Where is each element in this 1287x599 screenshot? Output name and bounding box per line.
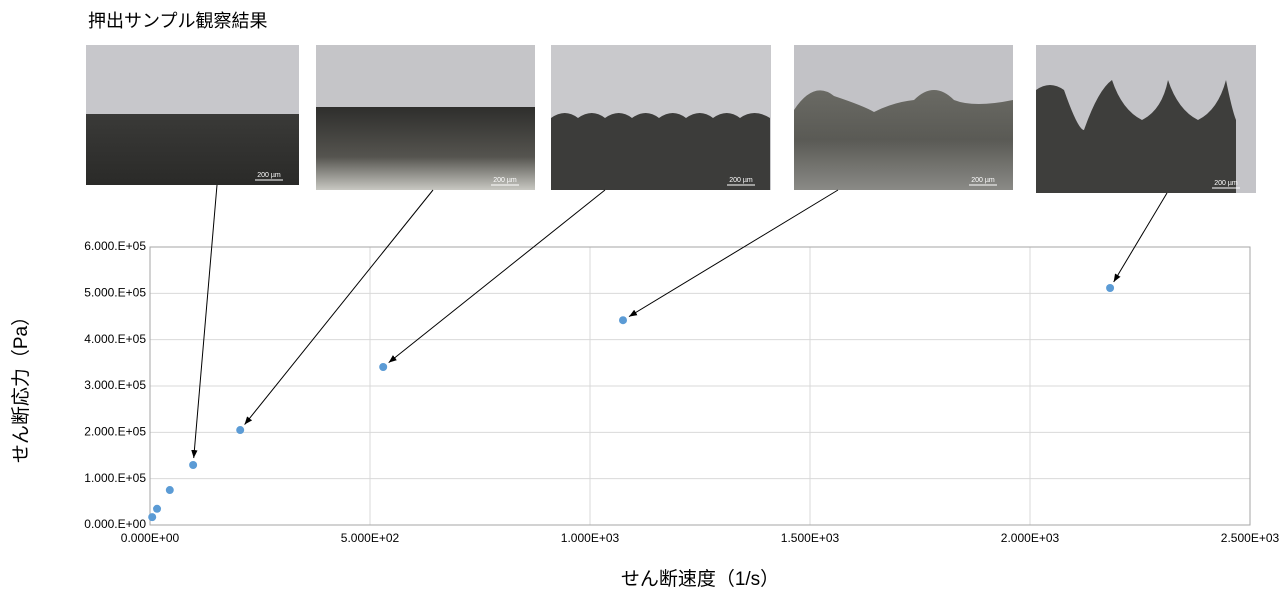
data-point	[153, 505, 161, 513]
data-point	[619, 316, 627, 324]
x-tick-label: 2.500E+03	[1221, 531, 1280, 545]
data-point	[189, 461, 197, 469]
photo	[794, 45, 1013, 190]
arrow	[389, 190, 605, 363]
y-tick-label: 5.000.E+05	[84, 286, 146, 300]
photo	[1036, 45, 1256, 193]
scale-label: 200 µm	[493, 177, 517, 184]
y-tick-label: 0.000.E+00	[84, 517, 146, 531]
y-tick-label: 6.000.E+05	[84, 239, 146, 253]
photo-title: 押出サンプル観察結果	[88, 11, 267, 31]
scale-label: 200 µm	[729, 177, 753, 184]
photo	[551, 45, 771, 190]
photo	[316, 45, 535, 190]
scale-label: 200 µm	[257, 172, 281, 179]
data-point	[148, 513, 156, 521]
x-tick-label: 1.500E+03	[781, 531, 840, 545]
data-point	[379, 363, 387, 371]
y-tick-label: 3.000.E+05	[84, 378, 146, 392]
x-tick-label: 5.000E+02	[341, 531, 400, 545]
scale-label: 200 µm	[1214, 180, 1238, 187]
y-tick-label: 4.000.E+05	[84, 332, 146, 346]
x-tick-label: 0.000E+00	[121, 531, 180, 545]
x-tick-label: 2.000E+03	[1001, 531, 1060, 545]
arrow	[245, 190, 433, 425]
arrow	[629, 190, 838, 317]
y-axis-label: せん断応力（Pa）	[10, 307, 32, 463]
photo	[86, 45, 299, 185]
x-tick-label: 1.000E+03	[561, 531, 620, 545]
scale-label: 200 µm	[971, 177, 995, 184]
arrow	[1114, 193, 1167, 282]
data-point	[236, 426, 244, 434]
data-point	[1106, 284, 1114, 292]
arrow	[194, 185, 217, 458]
y-tick-label: 1.000.E+05	[84, 471, 146, 485]
data-point	[166, 486, 174, 494]
y-tick-label: 2.000.E+05	[84, 425, 146, 439]
x-axis-label: せん断速度（1/s）	[621, 568, 779, 590]
photos	[86, 45, 1256, 193]
chart: 押出サンプル観察結果 200 µm 200 µm 200 µm 200 µm 200 µ…	[0, 0, 1287, 594]
